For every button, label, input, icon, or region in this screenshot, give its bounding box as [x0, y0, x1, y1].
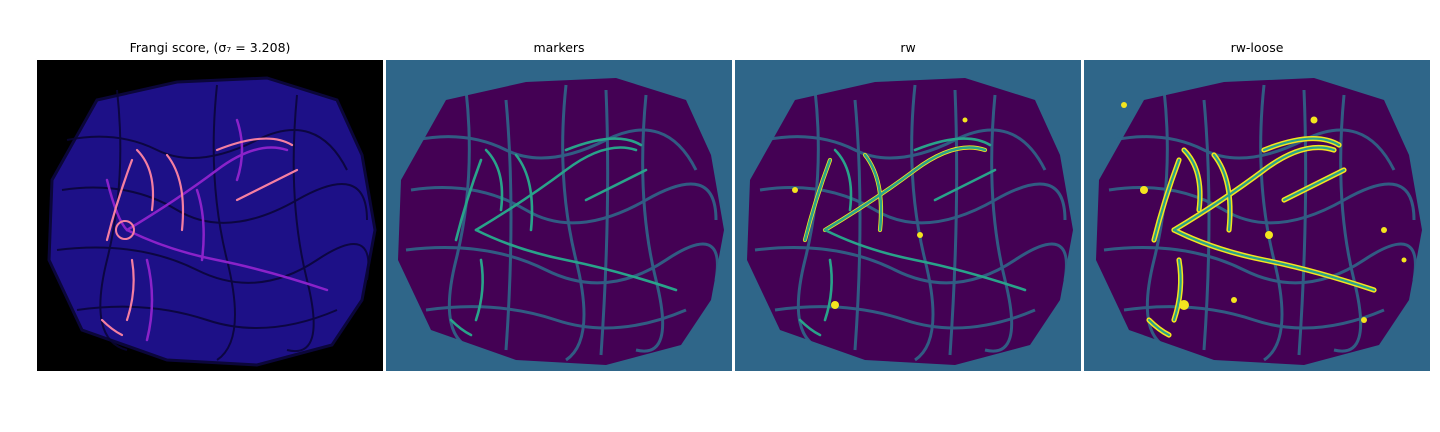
markers-image — [386, 60, 732, 371]
rw-loose-canvas — [1084, 60, 1430, 371]
panel-title-frangi: Frangi score, (σ₇ = 3.208) — [129, 40, 291, 55]
frangi-score-image — [37, 60, 383, 371]
rw-image — [735, 60, 1081, 371]
panel-title-rw: rw — [900, 40, 916, 55]
markers-canvas — [386, 60, 732, 371]
rw-loose-image — [1084, 60, 1430, 371]
panel-title-rw-loose: rw-loose — [1230, 40, 1284, 55]
frangi-score-canvas — [37, 60, 383, 371]
rw-canvas — [735, 60, 1081, 371]
panel-title-markers: markers — [533, 40, 585, 55]
